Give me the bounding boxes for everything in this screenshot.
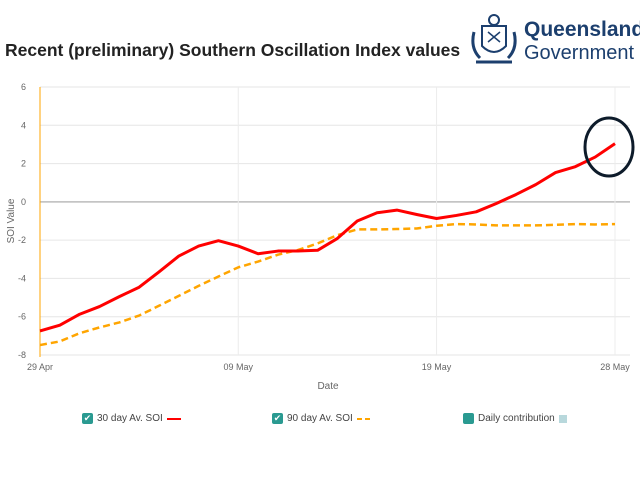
dashed-line-swatch-icon <box>356 417 371 420</box>
y-tick-label: 4 <box>21 120 26 130</box>
legend-label: 30 day Av. SOI <box>97 413 163 424</box>
y-tick-label: 6 <box>21 82 26 92</box>
y-tick-label: 2 <box>21 159 26 169</box>
y-tick-label: -6 <box>18 312 26 322</box>
y-tick-label: -4 <box>18 273 26 283</box>
y-axis-label: SOI Value <box>6 198 17 243</box>
checkbox-checked-icon[interactable]: ✔ <box>82 413 93 424</box>
x-tick-label: 09 May <box>224 362 254 372</box>
logo-text-government: Government <box>524 42 635 64</box>
x-tick-label: 28 May <box>600 362 630 372</box>
legend-item-daily[interactable]: Daily contribution <box>463 413 567 424</box>
y-tick-label: -8 <box>18 350 26 360</box>
legend-item-90day[interactable]: ✔ 90 day Av. SOI <box>272 413 371 424</box>
y-tick-label: -2 <box>18 235 26 245</box>
legend-item-30day[interactable]: ✔ 30 day Av. SOI <box>82 413 181 424</box>
solid-line-swatch-icon <box>166 417 181 420</box>
legend-label: Daily contribution <box>478 413 555 424</box>
x-tick-label: 19 May <box>422 362 452 372</box>
x-tick-label: 29 Apr <box>27 362 53 372</box>
series-line-90-day-av-soi[interactable] <box>39 222 616 347</box>
y-tick-label: 0 <box>21 197 26 207</box>
highlight-circle <box>583 116 635 178</box>
coat-of-arms-icon <box>471 14 517 64</box>
bar-swatch-icon <box>558 414 567 423</box>
queensland-government-logo: Queensland Government <box>468 12 640 72</box>
checkbox-unchecked-icon[interactable] <box>463 413 474 424</box>
page-title: Recent (preliminary) Southern Oscillatio… <box>5 40 461 60</box>
checkbox-checked-icon[interactable]: ✔ <box>272 413 283 424</box>
logo-text-queensland: Queensland <box>524 18 640 41</box>
legend-label: 90 day Av. SOI <box>287 413 353 424</box>
series-line-30-day-av-soi[interactable] <box>39 142 616 333</box>
x-axis-label: Date <box>317 381 339 392</box>
